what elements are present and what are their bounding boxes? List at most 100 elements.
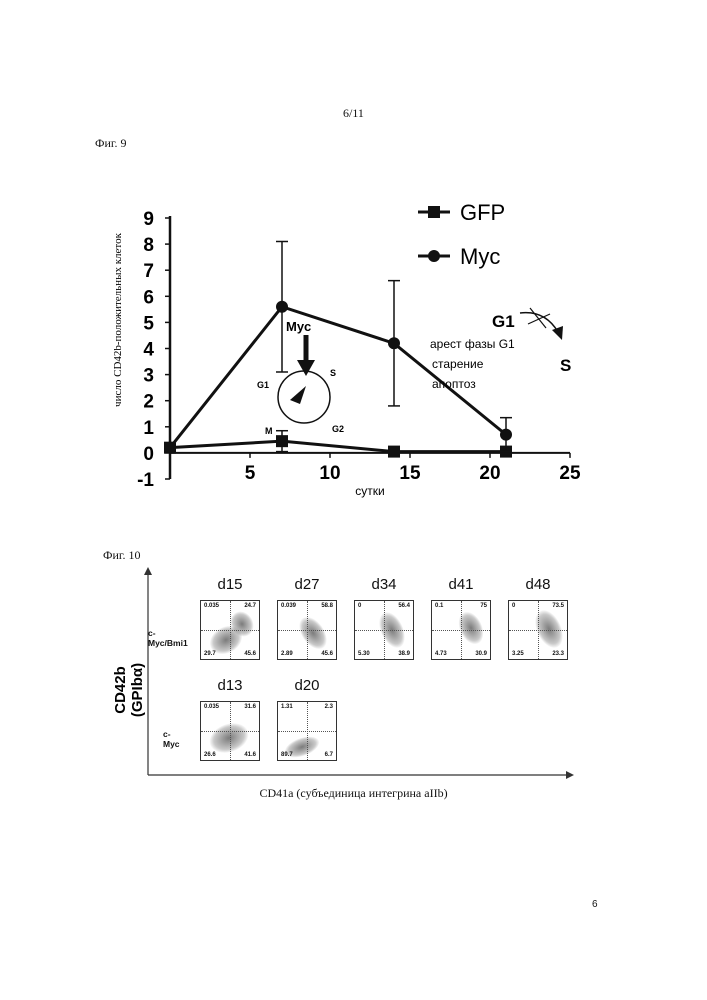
note-line-arrest: арест фазы G1 xyxy=(430,337,515,351)
arrow-down-icon xyxy=(297,360,315,376)
inset-m-label: M xyxy=(265,426,273,436)
fig10-y-label-line2: (GPIbα) xyxy=(129,663,146,717)
arrowhead-icon xyxy=(290,386,306,404)
quadrant-value-ll: 3.25 xyxy=(512,651,524,657)
note-s-label: S xyxy=(560,356,571,375)
facs-plot: 0.035 24.7 29.7 45.6 xyxy=(200,600,260,660)
quadrant-value-lr: 45.6 xyxy=(244,651,256,657)
x-axis-label: сутки xyxy=(355,484,384,498)
quadrant-value-ur: 31.6 xyxy=(244,704,256,710)
quadrant-value-lr: 6.7 xyxy=(325,752,333,758)
quadrant-value-ll: 26.6 xyxy=(204,752,216,758)
figure-9-label: Фиг. 9 xyxy=(95,136,126,151)
quadrant-value-ll: 29.7 xyxy=(204,651,216,657)
inset-g2-label: G2 xyxy=(332,424,344,434)
panel-day-label: d13 xyxy=(200,677,260,694)
gate-horizontal xyxy=(509,630,567,631)
y-tick-label: 6 xyxy=(143,287,154,308)
quadrant-value-ll: 89.7 xyxy=(281,752,293,758)
quadrant-value-lr: 38.9 xyxy=(398,651,410,657)
block-mark-icon xyxy=(530,308,546,328)
y-tick-label: 1 xyxy=(143,418,154,439)
quadrant-value-ul: 0.035 xyxy=(204,603,219,609)
y-tick-label: -1 xyxy=(137,470,154,491)
quadrant-value-ll: 4.73 xyxy=(435,651,447,657)
x-tick-label: 20 xyxy=(479,463,500,484)
y-tick-label: 7 xyxy=(143,261,154,282)
fig10-y-label-line1: CD42b xyxy=(112,666,129,714)
quadrant-value-ul: 0.035 xyxy=(204,704,219,710)
g1-arrest-note: G1 S арест фазы G1 старение апоптоз xyxy=(430,308,571,391)
facs-plot: 0.03531.626.641.6 xyxy=(200,701,260,761)
x-tick-labels: 5 10 15 20 25 xyxy=(245,453,581,484)
data-point-circle xyxy=(500,429,512,441)
panel-day-label: d20 xyxy=(277,677,337,694)
x-tick-label: 25 xyxy=(559,463,581,484)
figure-10-label: Фиг. 10 xyxy=(103,548,140,563)
gate-horizontal xyxy=(432,630,490,631)
row-label: c-Myc xyxy=(163,729,180,749)
footer-page-number: 6 xyxy=(592,899,598,910)
x-tick-label: 15 xyxy=(399,463,421,484)
cell-cycle-inset: Myc G1 S M G2 xyxy=(257,319,344,436)
quadrant-value-lr: 30.9 xyxy=(475,651,487,657)
quadrant-value-ur: 73.5 xyxy=(552,603,564,609)
legend-square-marker xyxy=(428,206,440,218)
quadrant-value-ur: 56.4 xyxy=(398,603,410,609)
data-point-circle xyxy=(164,442,176,454)
panel-day-label: d34 xyxy=(354,576,414,593)
quadrant-value-ul: 0.1 xyxy=(435,603,443,609)
quadrant-value-lr: 23.3 xyxy=(552,651,564,657)
page-number: 6/11 xyxy=(0,106,707,121)
quadrant-value-ul: 0 xyxy=(512,603,515,609)
scatter-cloud xyxy=(294,612,333,654)
y-tick-label: 9 xyxy=(143,209,154,230)
gate-horizontal xyxy=(201,630,259,631)
facs-plot: 0 73.5 3.25 23.3 xyxy=(508,600,568,660)
y-tick-label: 2 xyxy=(143,392,154,413)
gate-horizontal xyxy=(278,731,336,732)
gate-horizontal xyxy=(355,630,413,631)
legend: GFP Myc xyxy=(418,200,505,269)
note-g1-label: G1 xyxy=(492,312,515,331)
cell-cycle-circle xyxy=(278,371,330,423)
note-line-senescence: старение xyxy=(432,357,484,371)
scatter-cloud xyxy=(454,608,488,648)
data-point-square xyxy=(388,446,400,458)
quadrant-value-ur: 24.7 xyxy=(244,603,256,609)
inset-g1-label: G1 xyxy=(257,380,269,390)
inset-s-label: S xyxy=(330,368,336,378)
quadrant-value-ur: 2.3 xyxy=(325,704,333,710)
quadrant-value-ul: 0 xyxy=(358,603,361,609)
gate-horizontal xyxy=(278,630,336,631)
panel-day-label: d48 xyxy=(508,576,568,593)
panel-day-label: d27 xyxy=(277,576,337,593)
facs-plot: 0.03958.82.8945.6 xyxy=(277,600,337,660)
x-tick-label: 5 xyxy=(245,463,256,484)
curved-arrow-icon xyxy=(520,313,558,332)
quadrant-value-ul: 0.039 xyxy=(281,603,296,609)
legend-myc: Myc xyxy=(460,244,500,269)
y-tick-label: 8 xyxy=(143,235,154,256)
legend-circle-marker xyxy=(428,250,440,262)
x-tick-label: 10 xyxy=(319,463,340,484)
y-axis-label: число CD42b-положительных клеток xyxy=(112,232,124,407)
panel-day-label: d41 xyxy=(431,576,491,593)
data-point-circle xyxy=(276,301,288,313)
series-line xyxy=(170,441,506,451)
y-tick-label: 0 xyxy=(143,444,154,465)
quadrant-value-lr: 45.6 xyxy=(321,651,333,657)
facs-plot: 0.1754.7330.9 xyxy=(431,600,491,660)
scatter-cloud xyxy=(530,606,568,652)
quadrant-value-ll: 5.30 xyxy=(358,651,370,657)
y-tick-label: 3 xyxy=(143,366,154,387)
y-tick-label: 5 xyxy=(143,313,154,334)
legend-gfp: GFP xyxy=(460,200,505,225)
inset-myc-label: Myc xyxy=(286,319,311,334)
figure-9-chart: 9876543210-1 510152025 число CD42b-полож… xyxy=(100,190,600,510)
figure-10-axes: CD42b (GPIbα) xyxy=(100,565,580,785)
panel-day-label: d15 xyxy=(200,576,260,593)
quadrant-value-ll: 2.89 xyxy=(281,651,293,657)
y-tick-label: 4 xyxy=(143,340,154,361)
note-line-apoptosis: апоптоз xyxy=(432,377,476,391)
